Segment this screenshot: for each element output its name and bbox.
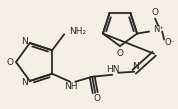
Text: O⁻: O⁻ [165,38,176,47]
Text: O: O [94,94,101,103]
Text: O: O [7,58,14,66]
Text: N⁺: N⁺ [153,25,164,34]
Text: O: O [116,49,124,58]
Text: NH₂: NH₂ [69,27,86,36]
Text: O: O [152,8,159,17]
Text: N: N [132,62,138,71]
Text: HN: HN [106,65,120,74]
Text: N: N [21,37,28,46]
Text: NH: NH [64,82,78,91]
Text: N: N [21,77,28,87]
